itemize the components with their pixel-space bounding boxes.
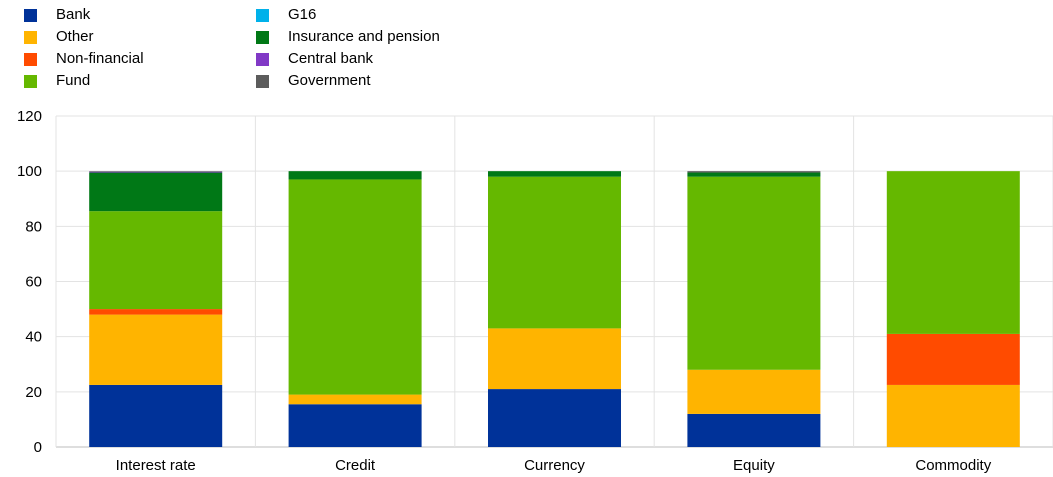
legend-item-insurance-and-pension: Insurance and pension bbox=[256, 26, 440, 48]
legend-label-bank: Bank bbox=[56, 6, 91, 23]
y-tick-label: 100 bbox=[17, 163, 42, 180]
y-tick-label: 40 bbox=[25, 329, 42, 346]
bar-interest-rate-insurance-and-pension bbox=[89, 172, 223, 212]
legend-label-other: Other bbox=[56, 28, 94, 45]
y-tick-label: 20 bbox=[25, 384, 42, 401]
bar-credit-fund bbox=[288, 179, 422, 395]
bar-commodity-other bbox=[886, 384, 1020, 447]
x-tick-label: Currency bbox=[524, 457, 585, 474]
bar-currency-fund bbox=[488, 176, 621, 329]
legend-item-other: Other bbox=[24, 26, 94, 48]
bar-interest-rate-fund bbox=[89, 211, 223, 310]
legend-item-government: Government bbox=[256, 70, 371, 92]
bar-credit-insurance-and-pension bbox=[288, 171, 422, 180]
y-tick-label: 60 bbox=[25, 274, 42, 291]
legend-swatch-non-financial bbox=[24, 52, 37, 66]
y-tick-label: 80 bbox=[25, 218, 42, 235]
legend-swatch-other bbox=[24, 30, 37, 44]
bar-currency-bank bbox=[488, 389, 621, 447]
bar-credit-bank bbox=[288, 404, 422, 447]
legend-item-central-bank: Central bank bbox=[256, 48, 373, 70]
x-tick-label: Equity bbox=[733, 457, 775, 474]
bar-commodity-fund bbox=[886, 171, 1020, 334]
bar-interest-rate-bank bbox=[89, 384, 223, 447]
legend-item-fund: Fund bbox=[24, 70, 90, 92]
y-tick-label: 0 bbox=[34, 439, 42, 456]
legend-label-government: Government bbox=[288, 72, 371, 89]
bar-interest-rate-government bbox=[89, 171, 223, 172]
bar-commodity-non-financial bbox=[886, 333, 1020, 385]
legend-item-g16: G16 bbox=[256, 4, 316, 26]
bar-equity-bank bbox=[687, 413, 821, 447]
bar-equity-fund bbox=[687, 176, 821, 370]
legend-label-g16: G16 bbox=[288, 6, 317, 23]
bar-currency-insurance-and-pension bbox=[488, 171, 621, 177]
bar-interest-rate-other bbox=[89, 314, 223, 385]
x-tick-label: Commodity bbox=[915, 457, 991, 474]
bar-equity-other bbox=[687, 369, 821, 414]
legend-item-non-financial: Non-financial bbox=[24, 48, 144, 70]
x-tick-label: Credit bbox=[335, 457, 376, 474]
bar-interest-rate-non-financial bbox=[89, 309, 223, 315]
bar-equity-government bbox=[687, 171, 821, 173]
legend-label-fund: Fund bbox=[56, 72, 91, 89]
legend-swatch-g16 bbox=[256, 8, 269, 22]
bar-credit-other bbox=[288, 394, 422, 405]
legend-swatch-fund bbox=[24, 74, 37, 88]
bar-interest-rate-central-bank bbox=[89, 171, 223, 173]
legend-label-insurance-and-pension: Insurance and pension bbox=[288, 28, 440, 45]
y-tick-label: 120 bbox=[17, 108, 42, 125]
legend-swatch-central-bank bbox=[256, 52, 269, 66]
bar-currency-other bbox=[488, 328, 621, 390]
legend-item-bank: Bank bbox=[24, 4, 90, 26]
chart-legend: Bank Other Non-financial Fund G16 Insurance a… bbox=[24, 4, 584, 96]
x-tick-label: Interest rate bbox=[116, 457, 196, 474]
legend-swatch-bank bbox=[24, 8, 37, 22]
legend-label-non-financial: Non-financial bbox=[56, 50, 144, 67]
legend-swatch-insurance-and-pension bbox=[256, 30, 269, 44]
legend-label-central-bank: Central bank bbox=[288, 50, 374, 67]
bar-equity-insurance-and-pension bbox=[687, 172, 821, 177]
legend-swatch-government bbox=[256, 74, 269, 88]
